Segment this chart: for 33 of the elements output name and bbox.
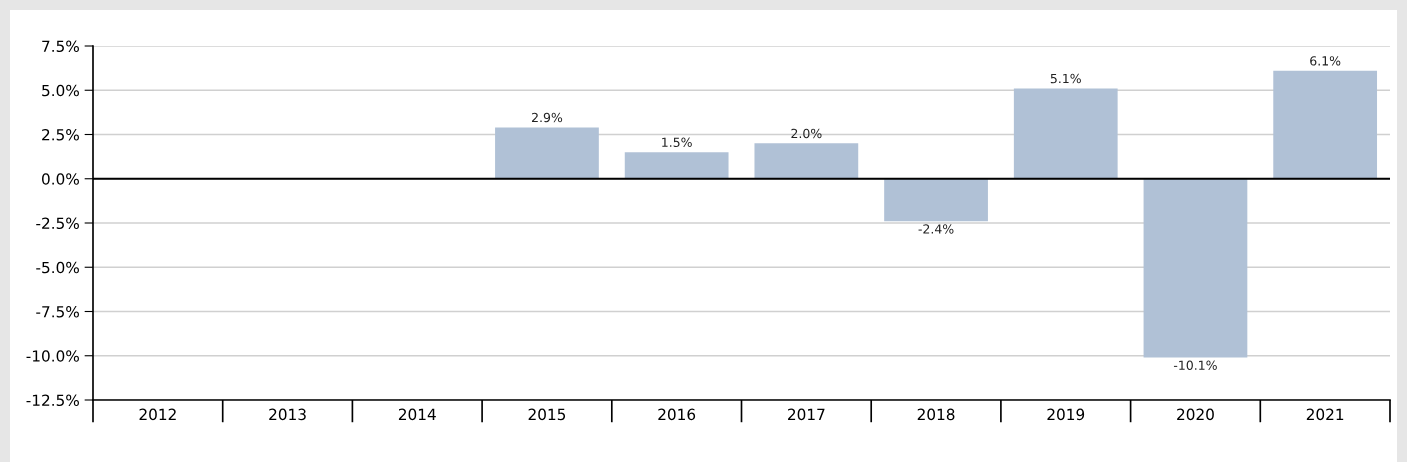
data-label: 2.9% [531,112,563,123]
y-tick-label: 2.5% [42,128,79,141]
data-label: 5.1% [1050,73,1081,84]
x-tick-label: 2015 [528,408,566,421]
bar [495,127,599,179]
data-label: -10.1% [1173,360,1217,370]
y-tick-label: 0.0% [42,173,79,185]
y-tick-label: -5.0% [36,261,79,274]
y-tick-label: -12.5% [26,394,79,407]
y-tick-label: 7.5% [42,40,79,53]
y-tick-label: -7.5% [36,305,79,318]
x-tick-label: 2014 [398,408,436,421]
x-tick-label: 2012 [139,408,176,421]
bar [624,152,729,179]
x-tick-label: 2018 [917,408,955,421]
bar [1143,178,1248,358]
y-tick-label: 5.0% [42,84,79,97]
bar [754,143,859,179]
data-label: -2.4% [918,224,954,234]
bar [1273,70,1378,179]
data-label: 2.0% [791,128,822,139]
x-tick-label: 2019 [1047,408,1085,421]
x-tick-label: 2016 [658,408,696,421]
y-tick-label: -2.5% [36,217,79,230]
bar [884,178,988,222]
y-tick-label: -10.0% [26,350,79,362]
x-tick-label: 2013 [269,408,306,421]
data-label: 1.5% [662,137,692,147]
x-tick-label: 2020 [1177,408,1214,421]
bar [1013,88,1118,179]
x-tick-label: 2017 [788,408,825,421]
x-tick-label: 2021 [1306,408,1344,421]
data-label: 6.1% [1310,56,1341,66]
